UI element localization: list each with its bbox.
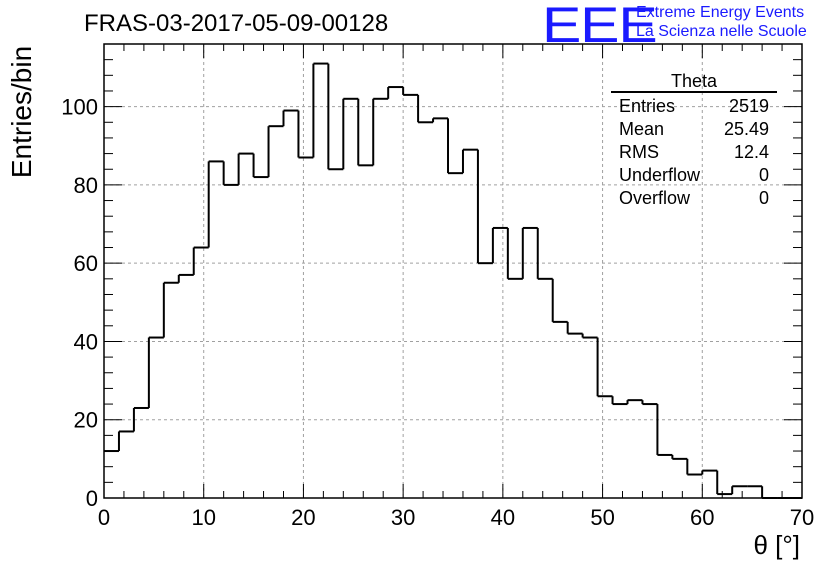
stats-box: Theta Entries 2519 Mean 25.49 RMS 12.4 U… xyxy=(611,71,777,210)
stats-row-entries: Entries 2519 xyxy=(611,95,777,118)
stats-value: 12.4 xyxy=(733,142,769,162)
y-tick-label: 40 xyxy=(74,329,98,354)
y-tick-label: 60 xyxy=(74,251,98,276)
stats-row-underflow: Underflow 0 xyxy=(611,164,777,187)
stats-value: 0 xyxy=(758,188,769,208)
logo-caption-line2: La Scienza nelle Scuole xyxy=(636,23,807,40)
x-tick-label: 50 xyxy=(590,505,614,530)
stats-row-overflow: Overflow 0 xyxy=(611,187,777,210)
x-tick-label: 40 xyxy=(491,505,515,530)
stats-label: Mean xyxy=(619,119,665,139)
x-tick-label: 10 xyxy=(191,505,215,530)
y-tick-label: 80 xyxy=(74,173,98,198)
x-tick-label: 70 xyxy=(790,505,814,530)
stats-row-rms: RMS 12.4 xyxy=(611,141,777,164)
stats-value: 2519 xyxy=(728,96,769,116)
x-axis-label: θ [°] xyxy=(753,530,800,560)
stats-label: RMS xyxy=(619,142,659,162)
stats-value: 0 xyxy=(758,165,769,185)
stats-label: Overflow xyxy=(619,188,691,208)
y-tick-label: 100 xyxy=(61,95,98,120)
x-tick-label: 20 xyxy=(291,505,315,530)
eee-logo: EEE xyxy=(542,0,658,53)
stats-row-mean: Mean 25.49 xyxy=(611,118,777,141)
stats-label: Entries xyxy=(619,96,676,116)
x-tick-label: 0 xyxy=(98,505,110,530)
x-tick-label: 30 xyxy=(391,505,415,530)
logo-caption: Extreme Energy Events La Scienza nelle S… xyxy=(636,3,807,41)
chart-title: FRAS-03-2017-05-09-00128 xyxy=(84,10,389,37)
y-tick-label: 0 xyxy=(86,486,98,511)
plot-frame xyxy=(103,43,803,499)
stats-value: 25.49 xyxy=(723,119,769,139)
logo-caption-line1: Extreme Energy Events xyxy=(636,4,805,21)
stats-label: Underflow xyxy=(619,165,701,185)
y-tick-label: 20 xyxy=(74,408,98,433)
stats-title: Theta xyxy=(670,71,718,91)
stats-divider xyxy=(611,91,777,93)
x-tick-label: 60 xyxy=(690,505,714,530)
